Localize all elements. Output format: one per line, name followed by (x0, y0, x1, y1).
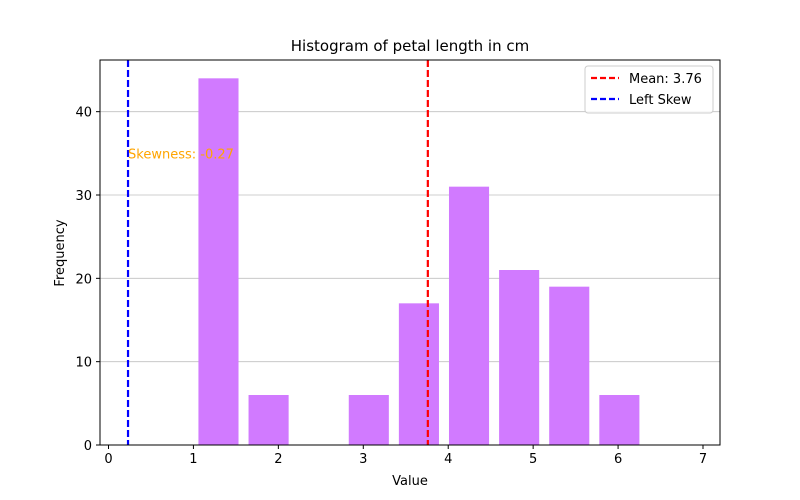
x-tick-label: 7 (699, 452, 707, 467)
histogram-bar (549, 286, 590, 445)
y-axis-ticks: 0 10 20 30 40 (75, 106, 100, 454)
x-tick-label: 6 (614, 452, 622, 467)
legend: Mean: 3.76 Left Skew (584, 65, 714, 114)
legend-box (584, 65, 714, 114)
bars (198, 78, 640, 445)
histogram-bar (448, 186, 490, 445)
legend-left-skew-label: Left Skew (629, 93, 692, 108)
x-tick-label: 0 (104, 452, 112, 467)
vertical-lines (126, 60, 429, 445)
x-tick-label: 1 (189, 452, 197, 467)
histogram-bar (198, 78, 239, 445)
histogram-bar (499, 270, 540, 445)
y-tick-label: 30 (75, 189, 92, 204)
legend-mean-label: Mean: 3.76 (629, 72, 702, 87)
histogram-bar (599, 395, 640, 445)
x-axis-ticks: 0 1 2 3 4 5 6 7 (104, 445, 707, 467)
chart-title: Histogram of petal length in cm (291, 37, 529, 55)
plot-frame (99, 59, 721, 446)
y-tick-label: 40 (75, 106, 92, 121)
histogram-bar (348, 395, 389, 445)
x-axis-label: Value (392, 474, 428, 489)
y-tick-label: 0 (84, 439, 92, 454)
y-tick-label: 10 (75, 356, 92, 371)
x-tick-label: 2 (274, 452, 282, 467)
histogram-bar (248, 395, 289, 445)
x-tick-label: 3 (359, 452, 367, 467)
skewness-annotation: Skewness: -0.27 (128, 147, 234, 162)
x-tick-label: 5 (529, 452, 537, 467)
y-tick-label: 20 (75, 272, 92, 287)
y-axis-label: Frequency (53, 219, 68, 286)
histogram-bar (398, 303, 439, 445)
x-tick-label: 4 (444, 452, 452, 467)
